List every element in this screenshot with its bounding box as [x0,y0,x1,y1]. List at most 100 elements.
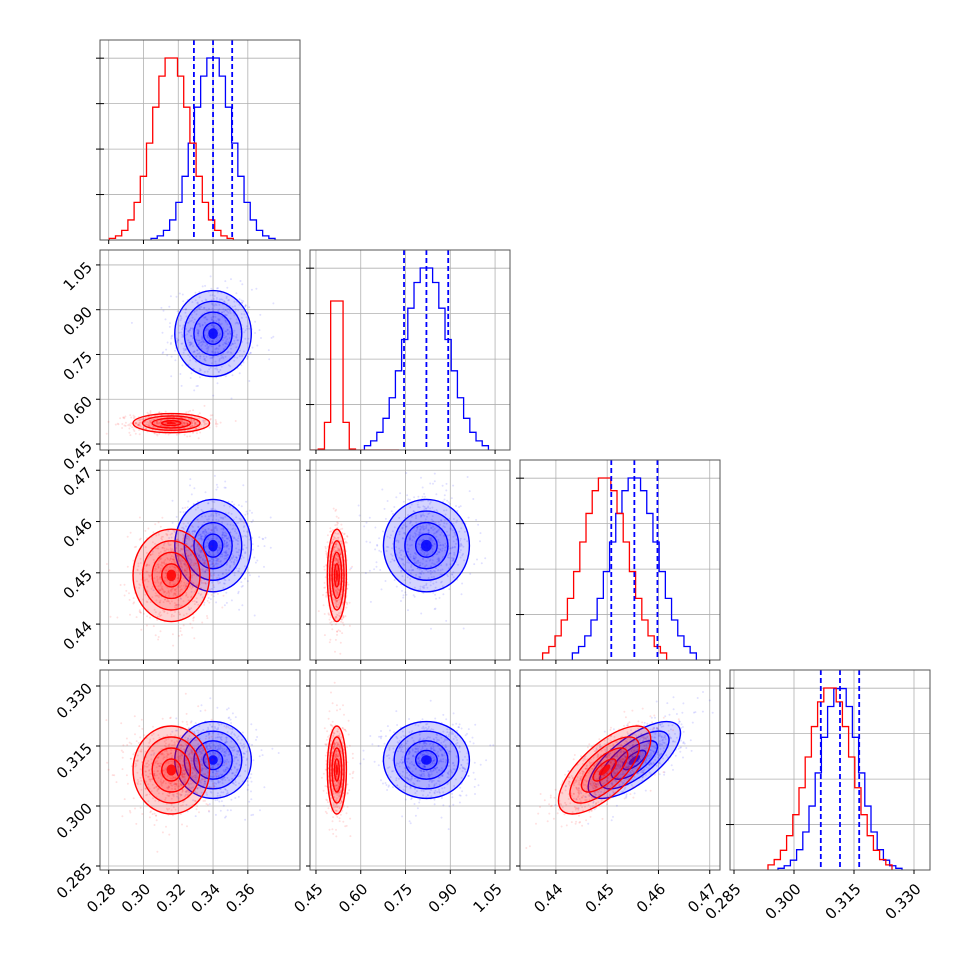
contour-0-3 [622,749,647,771]
contour-1-2 [331,551,343,600]
contour-0-0 [587,720,682,800]
contour-0-0 [174,498,253,593]
contour-1-3 [161,420,182,427]
density-peak-0 [208,539,218,552]
x-tick-label-0-1: 0.30 [118,880,154,916]
contour-0-2 [404,740,449,780]
density-peak-0 [208,755,218,765]
contour-1-2 [151,747,192,793]
contour-0-3 [202,322,224,346]
x-tick-label-1-2: 0.75 [380,880,416,916]
panel-2-2 [516,459,721,664]
histogram-1-param-2 [541,477,668,660]
contour-0-3 [202,749,224,771]
grid [520,460,720,660]
contour-0-0 [382,720,471,800]
panel-frame [519,669,721,871]
x-tick-label-0-0: 0.28 [83,880,119,916]
contour-0-2 [193,521,233,570]
x-tick-label-3-3: 0.330 [882,880,925,923]
y-tick-label-2-2: 0.46 [60,515,96,551]
histogram-1-param-1 [310,300,399,450]
panel-frame [309,669,511,871]
contour-1-1 [141,415,201,431]
contour-1-0 [132,725,211,815]
scatter-0 [130,275,275,430]
density-peak-1 [166,764,177,776]
histogram-1-param-3 [767,687,893,870]
density-peak-0 [421,755,432,765]
contour-0-2 [193,311,233,356]
scatter-0 [150,697,280,821]
contour-0-1 [183,510,243,581]
grid [730,670,930,870]
histogram-1-param-0 [108,57,234,240]
panel-frame [99,459,301,661]
contour-1-1 [329,736,345,804]
contour-1-1 [569,736,640,804]
x-tick-label-1-4: 1.05 [469,880,505,916]
density-peak-0 [208,328,218,339]
contour-1-2 [331,747,343,793]
x-tick-label-2-0: 0.44 [530,880,566,916]
density-peak-1 [335,764,339,776]
grid [310,250,510,450]
contour-0-0 [382,498,471,593]
panel-1-2 [306,459,511,664]
x-tick-label-1-3: 0.90 [425,880,461,916]
panel-frame [309,459,511,661]
contour-0-1 [393,510,460,581]
x-tick-label-0-3: 0.34 [187,880,223,916]
contour-1-0 [557,725,652,815]
y-tick-label-1-1: 0.60 [60,393,96,429]
x-tick-label-3-1: 0.300 [762,880,805,923]
contour-1-0 [326,528,348,623]
x-tick-label-1-1: 0.60 [335,880,371,916]
y-tick-label-1-4: 1.05 [60,258,96,294]
x-tick-label-0-4: 0.36 [222,880,258,916]
contour-1-1 [141,736,201,804]
x-tick-label-2-2: 0.46 [633,880,669,916]
y-tick-label-1-2: 0.75 [60,348,96,384]
contour-0-3 [414,533,438,558]
y-tick-label-3-1: 0.300 [53,799,96,842]
contour-0-2 [404,521,449,570]
contour-1-3 [333,563,340,588]
density-peak-1 [335,569,339,582]
contour-1-1 [141,540,201,611]
x-tick-label-2-1: 0.45 [582,880,618,916]
y-tick-label-1-3: 0.90 [60,303,96,339]
y-tick-label-2-3: 0.47 [60,464,96,500]
panel-3-3: 0.285 0.300 0.315 0.330 [702,669,931,923]
x-tick-label-0-2: 0.32 [153,880,189,916]
density-peak-1 [166,569,177,582]
contour-0-1 [183,300,243,367]
contour-1-2 [151,417,192,429]
density-peak-1 [598,764,611,776]
panel-frame [99,39,301,241]
panel-frame [99,249,301,451]
y-tick-label-3-3: 0.330 [53,679,96,722]
grid [100,670,300,870]
panel-0-1: 0.450.600.750.901.05 [60,249,301,474]
y-tick-label-3-2: 0.315 [53,739,96,782]
contour-1-2 [580,747,629,793]
contour-0-1 [393,730,460,790]
grid [100,40,300,240]
panel-frame [519,459,721,661]
panel-frame [309,249,511,451]
contour-0-3 [202,533,224,558]
grid [520,670,720,870]
panel-1-1 [306,249,511,454]
contour-1-1 [329,540,345,611]
contour-0-2 [193,740,233,780]
contour-1-0 [132,528,211,623]
contour-0-3 [414,749,438,771]
contour-1-3 [592,758,617,782]
panel-frame [729,669,931,871]
contour-0-1 [183,730,243,790]
contour-0-0 [174,289,253,378]
contour-0-1 [599,730,670,790]
panel-2-3: 0.44 0.45 0.46 0.47 [516,669,721,916]
